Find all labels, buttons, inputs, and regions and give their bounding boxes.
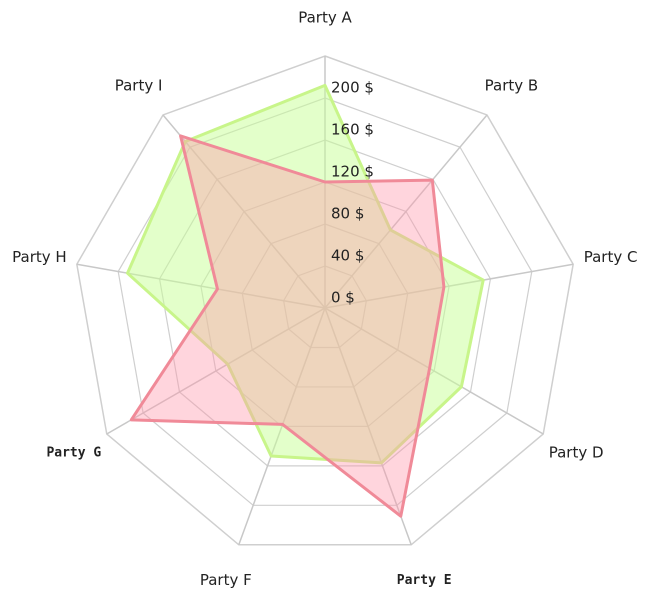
category-label: Party D <box>549 444 604 462</box>
radial-tick-label: 120 $ <box>331 163 374 181</box>
category-label: Party E <box>397 573 452 588</box>
category-label: Party I <box>115 76 163 94</box>
category-label: Party C <box>584 248 638 266</box>
category-label: Party G <box>46 446 101 461</box>
series-area <box>129 134 446 518</box>
radial-tick-label: 40 $ <box>331 247 364 265</box>
radial-tick-label: 200 $ <box>331 79 374 97</box>
radial-tick-label: 0 $ <box>331 289 355 307</box>
category-label: Party H <box>12 248 67 266</box>
radial-tick-label: 160 $ <box>331 121 374 139</box>
grid-ring <box>76 55 574 546</box>
category-label: Party B <box>485 76 539 94</box>
radial-tick-label: 80 $ <box>331 205 364 223</box>
category-label: Party A <box>298 9 352 27</box>
category-label: Party F <box>200 571 252 589</box>
